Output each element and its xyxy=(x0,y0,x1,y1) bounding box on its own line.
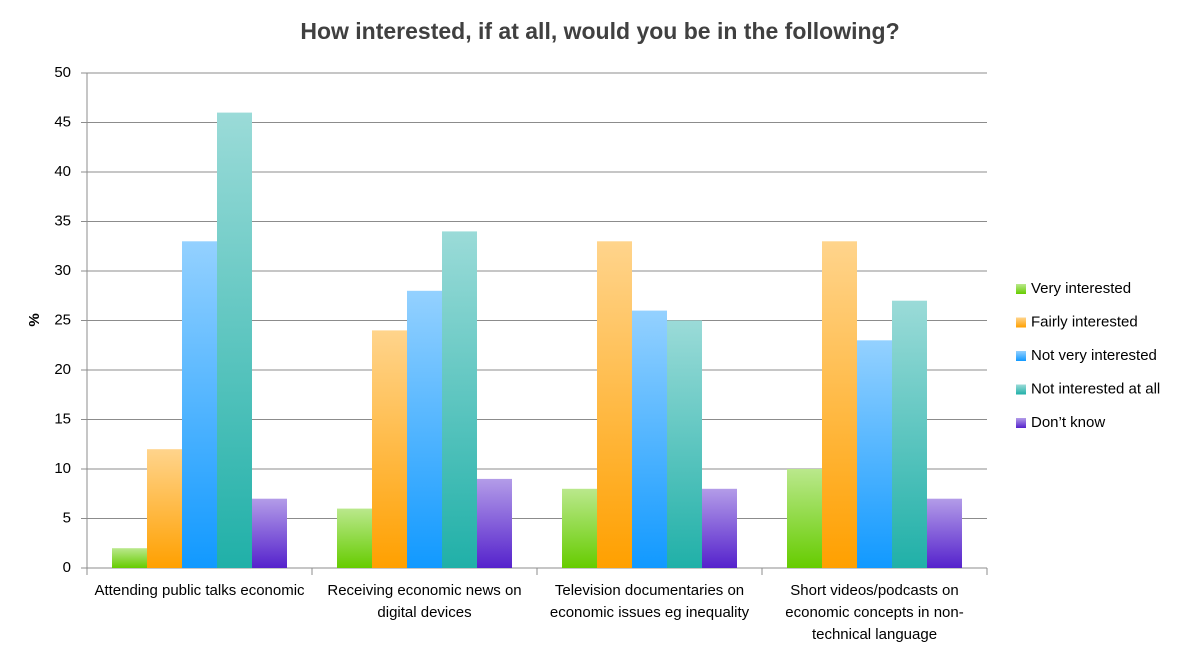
y-tick-label: 20 xyxy=(54,361,71,378)
legend-swatch xyxy=(1016,351,1026,361)
legend-swatch xyxy=(1016,418,1026,428)
bar xyxy=(372,330,407,568)
chart-title: How interested, if at all, would you be … xyxy=(300,18,899,44)
y-tick-label: 15 xyxy=(54,410,71,427)
bar xyxy=(787,469,822,568)
legend-label: Not very interested xyxy=(1031,347,1157,364)
bar xyxy=(112,548,147,568)
legend-label: Don’t know xyxy=(1031,414,1105,431)
y-tick-label: 25 xyxy=(54,311,71,328)
x-tick-label: Receiving economic news on digital devic… xyxy=(327,582,522,621)
bar xyxy=(597,241,632,569)
y-tick-label: 5 xyxy=(63,509,71,526)
x-tick-label: Short videos/podcasts on economic concep… xyxy=(785,582,964,643)
bar xyxy=(337,508,372,568)
bar xyxy=(927,498,962,568)
bar xyxy=(822,241,857,569)
y-tick-label: 40 xyxy=(54,163,71,180)
legend-label: Not interested at all xyxy=(1031,380,1160,397)
x-tick-label: Television documentaries on economic iss… xyxy=(549,582,750,621)
x-tick-label: Attending public talks economic xyxy=(94,582,305,599)
y-tick-label: 30 xyxy=(54,262,71,279)
legend-swatch xyxy=(1016,284,1026,294)
bar xyxy=(442,231,477,568)
y-tick-label: 50 xyxy=(54,64,71,81)
y-tick-label: 35 xyxy=(54,212,71,229)
legend-label: Very interested xyxy=(1031,280,1131,297)
bar xyxy=(252,498,287,568)
bar xyxy=(857,340,892,568)
bar xyxy=(632,310,667,568)
bar xyxy=(182,241,217,569)
legend-label: Fairly interested xyxy=(1031,313,1138,330)
bar xyxy=(892,300,927,568)
bar xyxy=(667,320,702,568)
y-tick-label: 0 xyxy=(63,559,71,576)
bar xyxy=(407,290,442,568)
legend-swatch xyxy=(1016,384,1026,395)
bar xyxy=(702,488,737,568)
y-axis-label: % xyxy=(26,313,43,326)
legend-swatch xyxy=(1016,317,1026,328)
bar xyxy=(147,449,182,568)
bar xyxy=(562,488,597,568)
bar xyxy=(217,112,252,568)
y-tick-label: 45 xyxy=(54,113,71,130)
bar xyxy=(477,478,512,568)
y-tick-label: 10 xyxy=(54,460,71,477)
